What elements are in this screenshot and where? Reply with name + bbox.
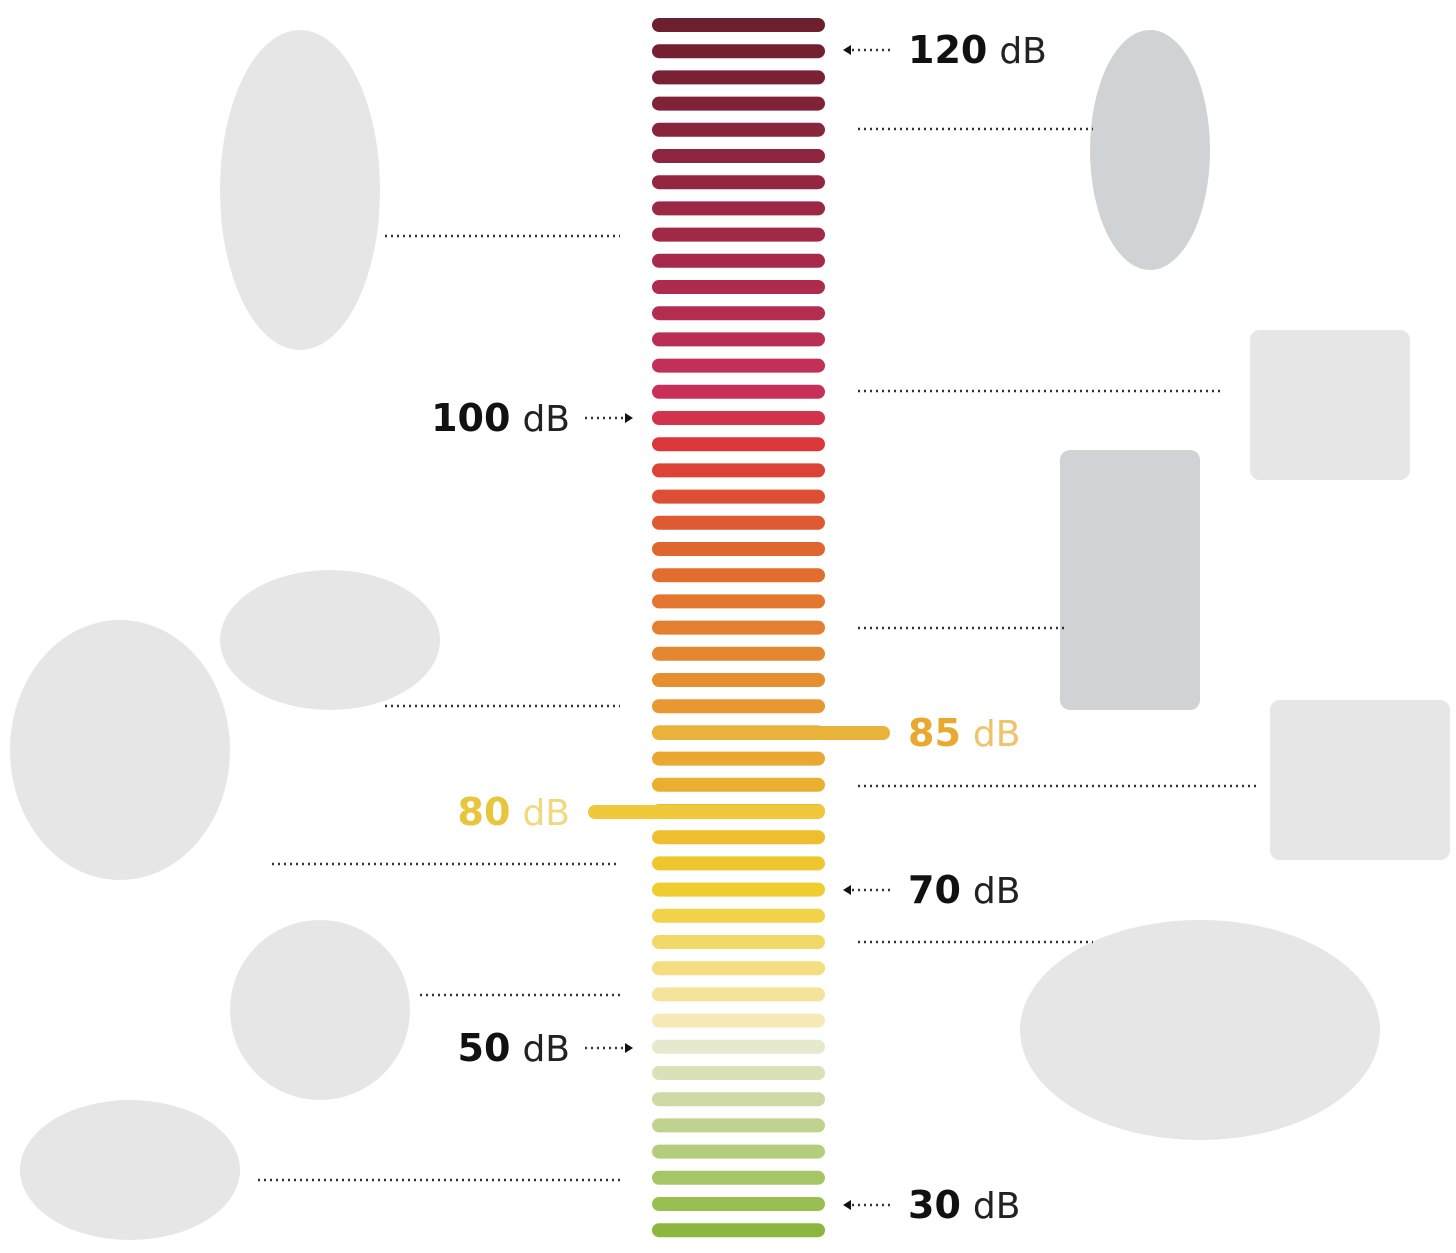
arrow-head xyxy=(625,1043,633,1053)
scale-bar xyxy=(652,594,825,608)
dancers-illustration xyxy=(220,30,380,350)
label-value: 50 xyxy=(458,1026,511,1070)
highlight-bar xyxy=(588,805,825,819)
scale-bar xyxy=(652,18,825,32)
saw-table-illustration xyxy=(1250,330,1410,480)
scale-bar xyxy=(652,123,825,137)
scale-bar xyxy=(652,1197,825,1211)
label-unit: dB xyxy=(973,871,1021,912)
label-unit: dB xyxy=(973,1186,1021,1227)
scale-bar xyxy=(652,752,825,766)
scale-bar xyxy=(652,44,825,58)
scale-bar xyxy=(652,359,825,373)
scale-bar xyxy=(652,70,825,84)
scale-bar xyxy=(652,411,825,425)
scale-bar xyxy=(652,1171,825,1185)
office-illustration xyxy=(1020,920,1380,1140)
scale-bar xyxy=(652,1014,825,1028)
scale-bar xyxy=(652,542,825,556)
vacuum-illustration xyxy=(10,620,230,880)
scale-bar xyxy=(652,149,825,163)
scale-bar xyxy=(652,1066,825,1080)
scale-bar xyxy=(652,909,825,923)
scale-bar xyxy=(652,490,825,504)
scale-label: 80 dB xyxy=(458,790,570,834)
scale-label: 120 dB xyxy=(908,28,1047,72)
scale-label: 100 dB xyxy=(431,396,570,440)
scale-bar xyxy=(652,254,825,268)
lawnmower-illustration xyxy=(220,570,440,710)
scale-bar xyxy=(652,830,825,844)
scale-bar xyxy=(652,280,825,294)
arrow-head xyxy=(843,45,851,55)
label-value: 70 xyxy=(908,868,961,912)
scale-bar xyxy=(652,463,825,477)
jackhammer-illustration xyxy=(1090,30,1210,270)
label-value: 80 xyxy=(458,790,511,834)
scale-bar xyxy=(652,1118,825,1132)
highlight-bar xyxy=(652,726,890,740)
arrow-head xyxy=(843,1200,851,1210)
scale-bar xyxy=(652,306,825,320)
scale-bar xyxy=(652,97,825,111)
decibel-scale: 120 dB 100 dB 85 dB 80 dB 70 dB 50 dB 30 dB xyxy=(0,0,1456,1253)
label-value: 100 xyxy=(431,396,510,440)
lathe-illustration xyxy=(1270,700,1450,860)
arrow-head xyxy=(843,885,851,895)
label-value: 85 xyxy=(908,711,961,755)
page: 120dB100dB85dB80dB70dB50dB30dB (() => { … xyxy=(0,0,1456,1253)
label-value: 30 xyxy=(908,1183,961,1227)
scale-bar xyxy=(652,778,825,792)
nature-illustration xyxy=(20,1100,240,1240)
scale-label: 30 dB xyxy=(908,1183,1020,1227)
scale-bar xyxy=(652,856,825,870)
arrow-head xyxy=(625,413,633,423)
scale-bar xyxy=(652,437,825,451)
label-unit: dB xyxy=(522,399,570,440)
label-unit: dB xyxy=(999,31,1047,72)
scale-bar xyxy=(652,621,825,635)
drill-press-illustration xyxy=(1060,450,1200,710)
scale-bar xyxy=(652,385,825,399)
label-unit: dB xyxy=(522,793,570,834)
scale-label: 70 dB xyxy=(908,868,1020,912)
scale-bar xyxy=(652,935,825,949)
label-unit: dB xyxy=(522,1029,570,1070)
cafe-illustration xyxy=(230,920,410,1100)
scale-label: 50 dB xyxy=(458,1026,570,1070)
scale-label: 85 dB xyxy=(908,711,1020,755)
label-unit: dB xyxy=(973,714,1021,755)
scale-bar xyxy=(652,883,825,897)
scale-bar xyxy=(652,1040,825,1054)
scale-bar xyxy=(652,673,825,687)
scale-bar xyxy=(652,332,825,346)
scale-bar xyxy=(652,1145,825,1159)
scale-bar xyxy=(652,568,825,582)
scale-bar xyxy=(652,647,825,661)
scale-bar xyxy=(652,1223,825,1237)
scale-bar xyxy=(652,228,825,242)
scale-bar xyxy=(652,1092,825,1106)
scale-bar xyxy=(652,516,825,530)
scale-bar xyxy=(652,987,825,1001)
label-value: 120 xyxy=(908,28,987,72)
scale-bars xyxy=(588,18,890,1237)
scale-bar xyxy=(652,175,825,189)
scale-bar xyxy=(652,201,825,215)
scale-bar xyxy=(652,699,825,713)
scale-bar xyxy=(652,961,825,975)
